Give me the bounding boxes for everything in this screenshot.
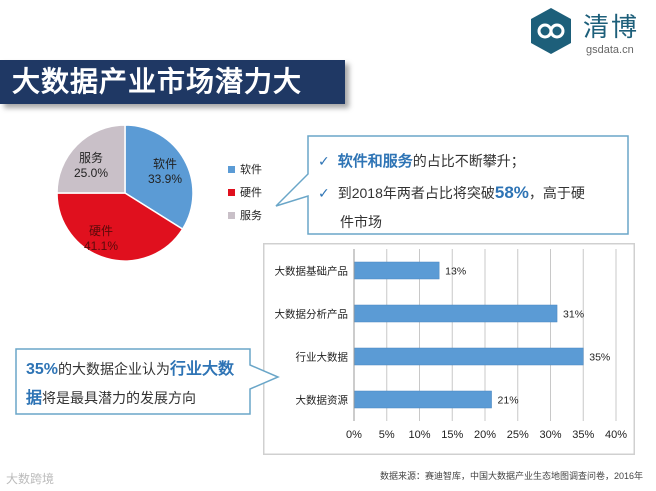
- callout-box: [275, 135, 629, 235]
- pie-label-hardware-value: 41.1%: [83, 239, 119, 253]
- y-category-label: 行业大数据: [296, 351, 349, 364]
- bottom-text-1: 的大数据企业认为: [58, 361, 171, 377]
- x-tick-label: 35%: [572, 429, 594, 441]
- pie-legend: 软件 硬件 服务: [228, 163, 262, 223]
- bar-3: [353, 390, 492, 409]
- callout-highlight-1: 软件和服务: [337, 153, 413, 170]
- x-tick-label: 5%: [379, 429, 395, 441]
- bottom-callout-box: [15, 348, 280, 415]
- watermark: 大数跨境: [6, 472, 55, 486]
- y-category-label: 大数据基础产品: [275, 265, 349, 278]
- pie-label-service-name: 服务: [78, 151, 103, 165]
- pie-label-hardware-name: 硬件: [88, 224, 113, 238]
- y-category-label: 大数据资源: [296, 394, 349, 407]
- bottom-highlight-1: 35%: [26, 361, 59, 378]
- bottom-line-2: 据将是最具潜力的发展方向: [26, 385, 196, 412]
- legend-item-hardware: 硬件: [228, 186, 262, 200]
- legend-swatch-software: [228, 166, 235, 173]
- callout-highlight-2: 58%: [494, 183, 529, 202]
- pie-label-service: 服务 25.0%: [68, 151, 114, 181]
- logo-name: 清博: [583, 12, 640, 42]
- callout-line-2: ✓ 到2018年两者占比将突破58%，高于硬: [318, 183, 585, 203]
- bar-value-label: 21%: [498, 395, 519, 407]
- page-title: 大数据产业市场潜力大: [12, 66, 303, 97]
- legend-label-hardware: 硬件: [240, 187, 262, 199]
- callout-text-2: 到2018年两者占比将突破: [337, 185, 495, 201]
- legend-label-software: 软件: [240, 164, 262, 176]
- x-tick-label: 15%: [441, 429, 463, 441]
- x-tick-label: 0%: [346, 429, 362, 441]
- bar-value-label: 13%: [445, 266, 466, 278]
- pie-chart: [56, 124, 194, 262]
- pie-label-hardware: 硬件 41.1%: [78, 224, 124, 254]
- pie-label-software-name: 软件: [152, 157, 177, 171]
- bar-0: [353, 261, 440, 280]
- title-bar: [0, 60, 345, 104]
- bar-value-label: 35%: [589, 352, 610, 364]
- pie-label-service-value: 25.0%: [73, 166, 109, 180]
- bottom-text-2: 将是最具潜力的发展方向: [42, 390, 197, 406]
- logo-sub: gsdata.cn: [586, 44, 634, 56]
- bar-chart: 0% 5% 10% 15% 20% 25% 30% 35% 40% 大数据基础产品 13% 大数据分析…: [263, 243, 635, 455]
- pie-label-software-value: 33.9%: [147, 172, 183, 186]
- y-category-label: 大数据分析产品: [275, 308, 349, 321]
- bar-2: [353, 347, 584, 366]
- check-icon: ✓: [318, 185, 330, 201]
- bar-1: [353, 304, 558, 323]
- pie-label-software: 软件 33.9%: [142, 157, 188, 187]
- legend-label-service: 服务: [240, 210, 262, 222]
- check-icon: ✓: [318, 153, 330, 169]
- x-tick-label: 30%: [539, 429, 561, 441]
- bottom-highlight-2: 行业大数: [170, 361, 235, 378]
- source-note: 数据来源：赛迪智库，中国大数据产业生态地图调查问卷，2016年: [380, 471, 644, 481]
- logo-icon: [531, 8, 571, 54]
- callout-text-1: 的占比不断攀升；: [412, 153, 525, 169]
- callout-line-1: ✓ 软件和服务的占比不断攀升；: [318, 151, 525, 172]
- x-tick-label: 20%: [474, 429, 496, 441]
- bottom-highlight-3: 据: [26, 390, 43, 407]
- legend-item-software: 软件: [228, 163, 262, 177]
- legend-item-service: 服务: [228, 209, 262, 223]
- x-tick-label: 40%: [605, 429, 627, 441]
- bar-value-label: 31%: [563, 309, 584, 321]
- x-tick-label: 25%: [507, 429, 529, 441]
- legend-swatch-hardware: [228, 189, 235, 196]
- bottom-line-1: 35%的大数据企业认为行业大数: [26, 356, 234, 383]
- legend-swatch-service: [228, 212, 235, 219]
- callout-text-3: ，高于硬: [528, 185, 585, 201]
- x-tick-label: 10%: [408, 429, 430, 441]
- callout-line-3: 件市场: [340, 214, 382, 230]
- pie-slice-1: [56, 192, 184, 262]
- pie-slice-2: [56, 124, 126, 194]
